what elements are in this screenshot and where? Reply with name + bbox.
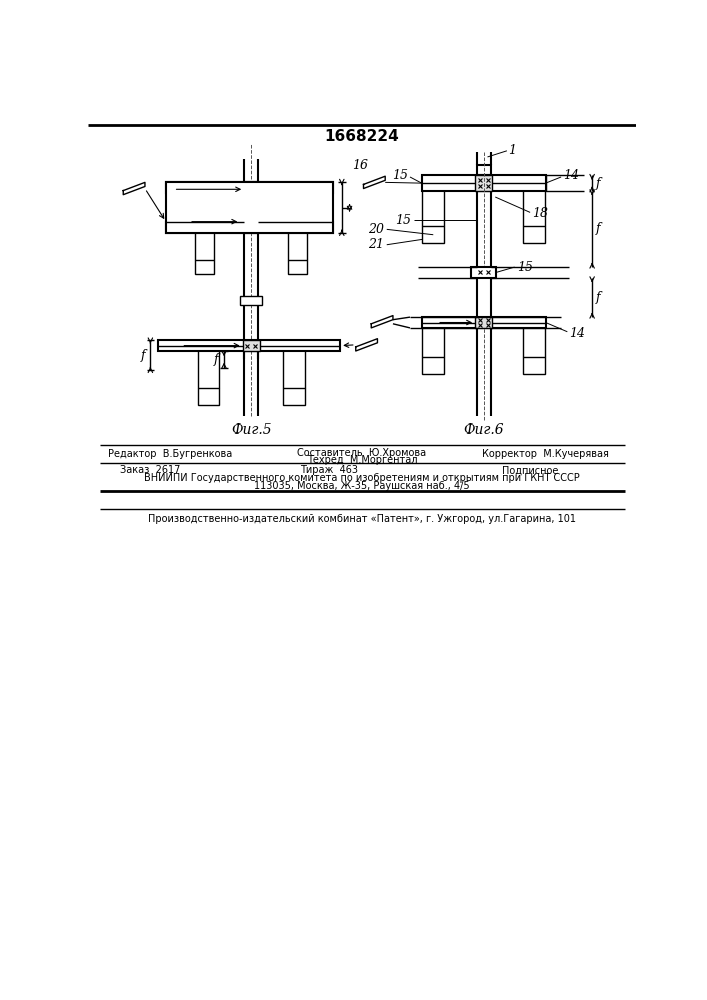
Bar [421,317,546,328]
Text: 20: 20 [368,223,385,236]
Text: Производственно-издательский комбинат «Патент», г. Ужгород, ул.Гагарина, 101: Производственно-издательский комбинат «П… [148,514,576,524]
Bar [472,267,496,278]
Bar [243,182,259,188]
Text: 14: 14 [563,169,580,182]
Text: Заказ  2617: Заказ 2617 [120,465,180,475]
Text: 1668224: 1668224 [325,129,399,144]
Text: Редактор  В.Бугренкова: Редактор В.Бугренкова [107,449,232,459]
Text: Тираж  463: Тираж 463 [300,465,358,475]
Text: 16: 16 [351,159,368,172]
Bar [475,317,492,328]
Text: f: f [140,349,145,362]
Text: Техред  М.Моргентал: Техред М.Моргентал [307,455,417,465]
Bar [158,340,340,351]
Bar [523,226,545,243]
Text: ВНИИПИ Государственного комитета по изобретениям и открытиям при ГКНТ СССР: ВНИИПИ Государственного комитета по изоб… [144,473,580,483]
Polygon shape [356,339,378,351]
Text: Фиг.5: Фиг.5 [230,423,271,437]
Text: 14: 14 [569,327,585,340]
Text: Составитель  Ю.Хромова: Составитель Ю.Хромова [298,448,426,458]
Text: 1: 1 [508,144,516,157]
Bar [422,226,444,243]
Bar [477,165,491,175]
Bar [198,388,219,405]
Text: Фиг.6: Фиг.6 [463,423,504,437]
Text: Корректор  М.Кучерявая: Корректор М.Кучерявая [482,449,609,459]
Text: f: f [214,353,218,366]
Polygon shape [371,316,393,328]
Polygon shape [123,182,145,195]
Text: 113035, Москва, Ж-35, Раушская наб., 4/5: 113035, Москва, Ж-35, Раушская наб., 4/5 [254,481,469,491]
Bar [421,175,546,191]
Bar [240,296,262,305]
Text: f: f [596,177,601,190]
Text: f: f [596,291,601,304]
Text: 15: 15 [517,261,533,274]
Bar [422,357,444,374]
Bar [288,260,307,274]
Bar [283,388,305,405]
Polygon shape [363,176,385,189]
Bar [244,182,258,233]
Bar [475,175,492,191]
Bar [243,340,259,351]
Bar [195,260,214,274]
Bar [523,357,545,374]
Text: 15: 15 [392,169,408,182]
Bar [166,182,332,193]
Text: 18: 18 [532,207,548,220]
Text: 21: 21 [368,238,385,251]
Text: Подписное: Подписное [502,465,559,475]
Text: 15: 15 [395,214,411,227]
Text: f: f [596,222,601,235]
Bar [166,182,332,233]
Bar [166,222,332,233]
